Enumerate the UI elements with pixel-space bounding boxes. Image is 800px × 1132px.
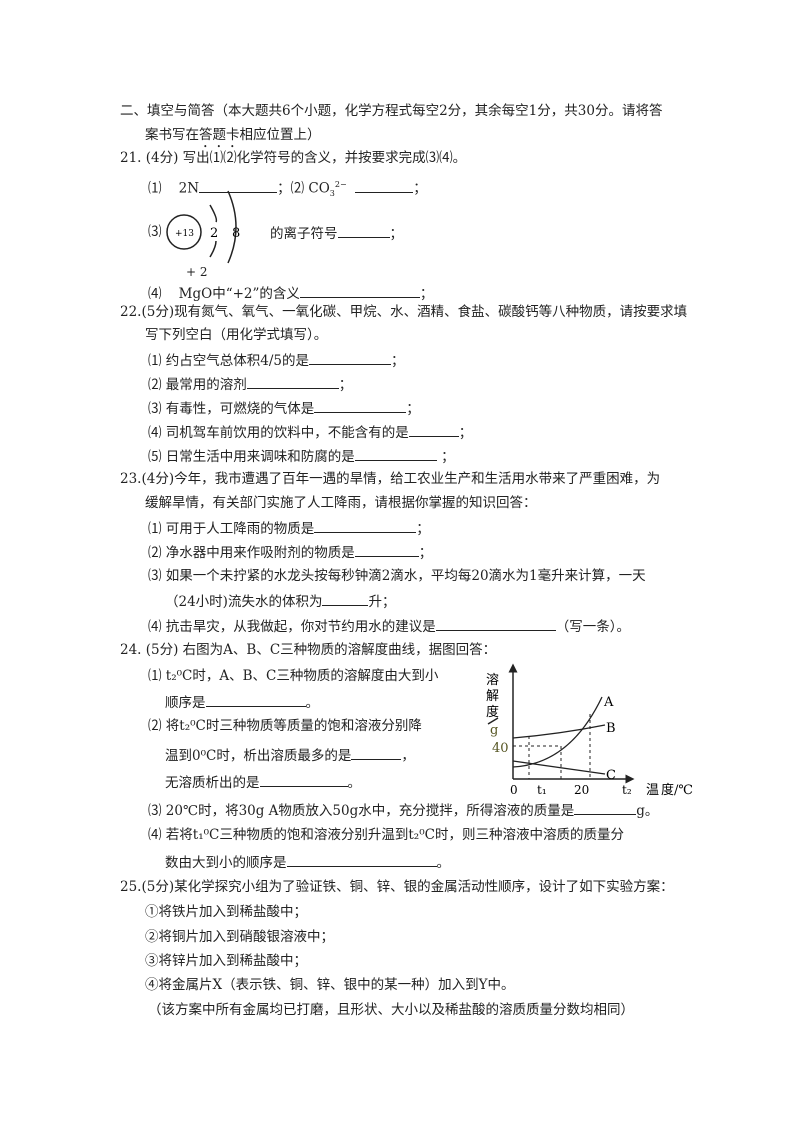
q21-head: 21. (4分) 写出⑴⑵化学符号的含义，并按要求完成⑶⑷。 xyxy=(120,150,467,166)
curve-a xyxy=(512,696,603,768)
q24-item4-cont: 数由大到小的顺序是。 xyxy=(165,852,450,872)
section-title: 二、填空与简答（本大题共6个小题，化学方程式每空2分，其余每空1分，共30分。请… xyxy=(120,103,663,119)
curve-b xyxy=(512,724,606,739)
answer-blank[interactable] xyxy=(435,616,556,631)
q23-item: ⑴ 可用于人工降雨的物质是； xyxy=(148,518,430,538)
q22-head: 22.(5分)现有氮气、氧气、一氧化碳、甲烷、水、酒精、食盐、碳酸钙等八种物质，… xyxy=(120,304,688,320)
q21-item4: ⑷ MgO中“+2”的含义； xyxy=(148,283,433,303)
atom-structure-diagram: +13 2 8 xyxy=(166,190,240,264)
q24-item: ⑷ 若将t₁⁰C三种物质的饱和溶液分别升温到t₂⁰C时，则三种溶液中溶质的质量分 xyxy=(148,827,624,843)
x-label-unit: 度/℃ xyxy=(661,782,693,798)
q22-item: ⑶ 有毒性，可燃烧的气体是； xyxy=(148,398,420,418)
section-title-cont: 案书写在答题卡相应位置上） xyxy=(145,127,321,143)
y-tick-40: 40 xyxy=(492,741,509,756)
answer-blank[interactable] xyxy=(314,398,407,413)
q23-head2: 缓解旱情，有关部门实施了人工降雨，请根据你掌握的知识回答： xyxy=(145,495,537,511)
answer-blank[interactable] xyxy=(314,518,417,533)
y-label-slash xyxy=(487,717,499,725)
q24-item: ⑶ 20℃时，将30g A物质放入50g水中，充分搅拌，所得溶液的质量是 g。 xyxy=(148,800,658,820)
q24-head: 24. (5分) 右图为A、B、C三种物质的溶解度曲线，据图回答： xyxy=(120,642,497,658)
answer-blank[interactable] xyxy=(354,542,419,557)
q23-item: ⑶ 如果一个未拧紧的水龙头按每秒钟滴2滴水，平均每20滴水为1毫升来计算，一天 xyxy=(148,568,646,584)
y-label-char: 溶 xyxy=(486,673,499,688)
q24-item2-cont2: 无溶质析出的是。 xyxy=(165,772,361,792)
x-label: 温 xyxy=(646,783,659,798)
q21-item3-num: ⑶ xyxy=(148,224,162,240)
x-tick: 0 xyxy=(510,783,518,797)
answer-blank[interactable] xyxy=(355,178,414,193)
answer-blank[interactable] xyxy=(351,745,402,760)
q22-head2: 写下列空白（用化学式填写）。 xyxy=(145,327,328,343)
q22-item: ⑴ 约占空气总体积4/5的是； xyxy=(148,350,405,370)
shell2-electrons: 8 xyxy=(232,226,240,241)
q25-head: 25.(5分)某化学探究小组为了验证铁、铜、锌、银的金属活动性顺序，设计了如下实… xyxy=(120,879,674,895)
answer-blank[interactable] xyxy=(205,692,306,707)
nucleus-charge: +13 xyxy=(175,229,194,239)
q25-step: ④将金属片X（表示铁、铜、锌、银中的某一种）加入到Y中。 xyxy=(145,977,515,993)
q25-note: （该方案中所有金属均已打磨，且形状、大小以及稀盐酸的溶质质量分数均相同） xyxy=(148,1002,634,1018)
q25-step: ③将锌片加入到稀盐酸中； xyxy=(145,953,307,969)
q25-step: ①将铁片加入到稀盐酸中； xyxy=(145,904,307,920)
shell1-electrons: 2 xyxy=(210,226,218,241)
answer-blank[interactable] xyxy=(199,178,278,193)
q23-item: ⑵ 净水器中用来作吸附剂的物质是； xyxy=(148,542,432,562)
answer-blank[interactable] xyxy=(259,772,348,787)
q23-item: ⑷ 抗击旱灾，从我做起，你对节约用水的建议是 （写一条）。 xyxy=(148,616,630,636)
answer-blank[interactable] xyxy=(408,422,459,437)
x-tick: t₁ xyxy=(537,783,547,797)
q24-item: ⑵ 将t₂⁰C时三种物质等质量的饱和溶液分别降 xyxy=(148,718,422,734)
answer-blank[interactable] xyxy=(354,446,437,461)
electron-shell-2 xyxy=(227,190,237,264)
answer-blank[interactable] xyxy=(309,350,392,365)
curve-label-a: A xyxy=(603,695,614,710)
q24-item: ⑴ t₂⁰C时，A、B、C三种物质的溶解度由大到小 xyxy=(148,668,439,684)
x-tick: 20 xyxy=(574,783,589,797)
curve-label-b: B xyxy=(606,721,616,736)
q22-item: ⑷ 司机驾车前饮用的饮料中，不能含有的是； xyxy=(148,422,472,442)
answer-blank[interactable] xyxy=(286,852,437,867)
answer-blank[interactable] xyxy=(299,283,420,298)
y-label-char: 解 xyxy=(486,689,499,704)
curve-label-c: C xyxy=(606,768,616,783)
answer-blank[interactable] xyxy=(246,374,339,389)
q21-item1: ⑴ 2N ；⑵ CO32− ； xyxy=(148,176,427,203)
y-label-char: 度 xyxy=(486,704,499,720)
valence-mark: + 2 xyxy=(186,265,208,279)
q23-item3-cont: （24小时)流失水的体积为 升； xyxy=(165,591,395,611)
answer-blank[interactable] xyxy=(574,800,637,815)
q24-item2-cont: 温到0⁰C时，析出溶质最多的是， xyxy=(165,745,415,765)
q23-head: 23.(4分)今年，我市遭遇了百年一遇的旱情，给工农业生产和生活用水带来了严重困… xyxy=(120,471,661,487)
q25-step: ②将铜片加入到硝酸银溶液中； xyxy=(145,929,334,945)
x-tick: t₂ xyxy=(622,783,632,797)
answer-blank[interactable] xyxy=(322,591,369,606)
y-label-unit: g xyxy=(490,723,498,738)
q22-item: ⑸ 日常生活中用来调味和防腐的是 ； xyxy=(148,446,455,466)
q24-item1-cont: 顺序是。 xyxy=(165,692,319,712)
electron-shell-1 xyxy=(209,204,218,258)
q22-item: ⑵ 最常用的溶剂； xyxy=(148,374,352,394)
solubility-curve-chart: A B C 溶 解 度 g 40 0 t₁ 20 t₂ 温 度/℃ xyxy=(486,663,693,798)
q21-item3: 的离子符号； xyxy=(270,223,403,243)
curve-c xyxy=(512,760,606,775)
answer-blank[interactable] xyxy=(337,223,390,238)
nucleus-circle xyxy=(166,214,202,250)
